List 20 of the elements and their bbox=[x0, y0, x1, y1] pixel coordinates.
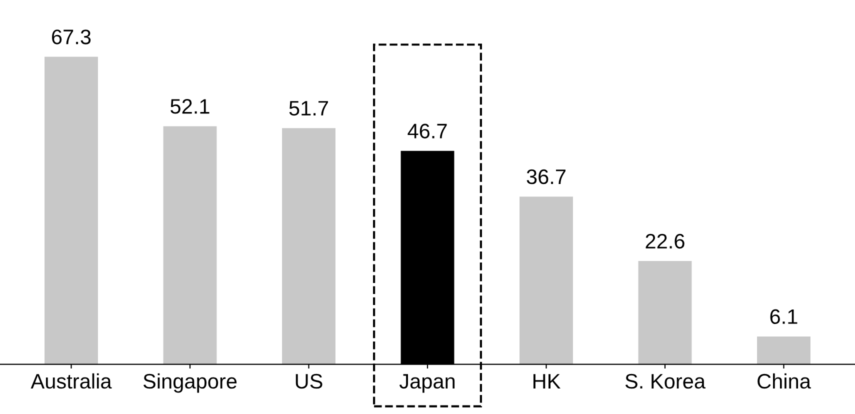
bar bbox=[282, 128, 336, 364]
data-label: 67.3 bbox=[52, 30, 91, 44]
data-label: 22.6 bbox=[646, 234, 684, 249]
bar bbox=[44, 56, 98, 364]
data-label: 51.7 bbox=[289, 101, 328, 116]
x-tick-label: HK bbox=[533, 374, 560, 388]
data-label: 52.1 bbox=[170, 99, 210, 114]
data-label: 36.7 bbox=[526, 169, 566, 184]
x-tick-label: S. Korea bbox=[625, 374, 706, 389]
x-tick-label: Australia bbox=[30, 373, 112, 389]
bar bbox=[163, 126, 217, 364]
bar bbox=[757, 336, 810, 364]
x-tick-label: China bbox=[758, 373, 811, 389]
x-tick-label: US bbox=[296, 374, 322, 389]
bar bbox=[520, 196, 573, 364]
data-label: 6.1 bbox=[770, 309, 798, 324]
data-label: 46.7 bbox=[408, 124, 447, 138]
x-tick-label: Singapore bbox=[143, 373, 237, 393]
x-tick-label: Japan bbox=[399, 374, 455, 393]
bar bbox=[638, 261, 692, 364]
